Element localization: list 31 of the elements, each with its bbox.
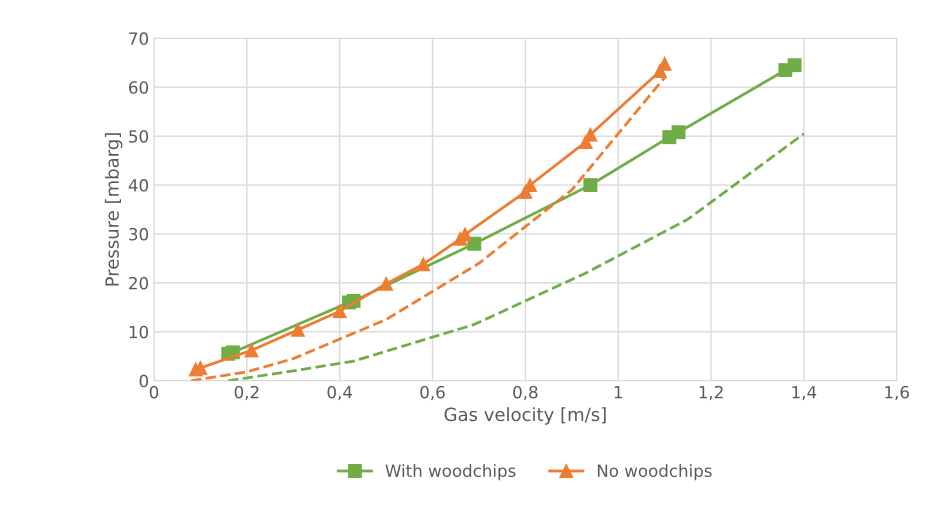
line-series xyxy=(226,132,806,381)
x-tick-label: 1,6 xyxy=(885,386,909,400)
point xyxy=(379,276,394,291)
y-tick-label: 60 xyxy=(129,81,148,94)
x-tick-label: 0,4 xyxy=(328,386,352,400)
legend-label: With woodchips xyxy=(385,464,516,480)
x-tick-label: 0 xyxy=(150,386,158,398)
x-tick-label: 1,2 xyxy=(700,386,723,400)
point xyxy=(583,178,598,192)
x-tick-label: 1,4 xyxy=(792,386,816,400)
point xyxy=(416,257,430,272)
point xyxy=(244,343,258,358)
x-axis-title: Gas velocity [m/s] xyxy=(444,407,606,425)
y-tick-label: 40 xyxy=(128,179,148,192)
point xyxy=(467,236,482,251)
y-tick-label: 70 xyxy=(129,32,148,45)
x-tick-label: 0,8 xyxy=(513,386,538,400)
point xyxy=(672,125,686,140)
y-tick-label: 50 xyxy=(129,130,148,143)
y-tick-label: 30 xyxy=(129,228,148,241)
point xyxy=(788,58,802,72)
point xyxy=(332,304,347,318)
y-axis-title: Pressure [mbarg] xyxy=(104,133,122,286)
x-tick-label: 0,6 xyxy=(420,386,445,400)
y-tick-label: 20 xyxy=(129,276,148,290)
x-tick-label: 1 xyxy=(614,386,622,398)
point xyxy=(290,322,305,337)
legend-label: No woodchips xyxy=(598,464,712,480)
y-tick-label: 10 xyxy=(130,326,148,338)
x-tick-label: 0,2 xyxy=(234,386,258,400)
y-tick-label: 0 xyxy=(140,374,148,388)
